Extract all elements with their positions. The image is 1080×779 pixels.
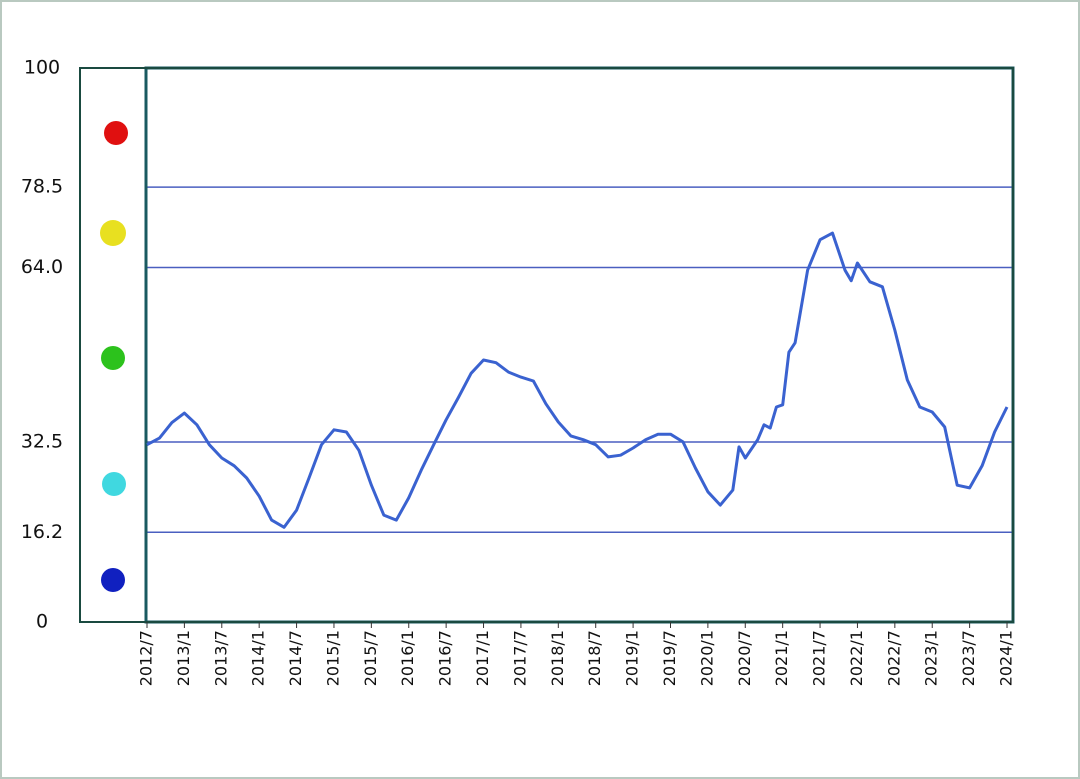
- x-tick-label: 2021/7: [810, 630, 829, 686]
- x-tick-label: 2020/7: [735, 630, 754, 686]
- outer-frame: [79, 67, 1014, 623]
- y-tick-label: 16.2: [21, 521, 63, 543]
- y-tick-label: 78.5: [21, 176, 63, 198]
- x-tick-label: 2023/1: [922, 630, 941, 686]
- x-tick-label: 2017/1: [473, 630, 492, 686]
- green-dot: [101, 346, 125, 370]
- cyan-dot: [102, 472, 126, 496]
- x-tick-label: 2022/1: [847, 630, 866, 686]
- zone-dots: [100, 121, 128, 592]
- red-dot: [104, 121, 128, 145]
- y-tick-label: 64.0: [21, 256, 63, 278]
- yellow-dot: [100, 220, 126, 246]
- x-tick-label: 2019/1: [623, 630, 642, 686]
- x-tick-label: 2013/1: [174, 630, 193, 686]
- x-tick-label: 2013/7: [211, 630, 230, 686]
- y-tick-label: 32.5: [21, 430, 63, 452]
- x-tick-label: 2015/1: [323, 630, 342, 686]
- series-line: [146, 231, 1009, 529]
- x-tick-label: 2023/7: [959, 630, 978, 686]
- x-tick-label: 2016/1: [398, 630, 417, 686]
- x-tick-label: 2018/7: [585, 630, 604, 686]
- x-tick-label: 2012/7: [137, 630, 156, 686]
- x-tick-label: 2022/7: [884, 630, 903, 686]
- x-tick-label: 2024/1: [997, 630, 1016, 686]
- x-tick-label: 2021/1: [772, 630, 791, 686]
- y-tick-label: 100: [24, 57, 60, 79]
- plot-frame: [144, 66, 1015, 624]
- y-tick-label: 0: [36, 611, 48, 633]
- x-tick-label: 2017/7: [510, 630, 529, 686]
- x-tick-label: 2015/7: [361, 630, 380, 686]
- x-tick-label: 2019/7: [660, 630, 679, 686]
- x-tick-label: 2016/7: [436, 630, 455, 686]
- blue-dot: [101, 568, 125, 592]
- x-tick-label: 2020/1: [697, 630, 716, 686]
- x-tick-label: 2014/1: [249, 630, 268, 686]
- x-tick-label: 2018/1: [548, 630, 567, 686]
- x-tick-label: 2014/7: [286, 630, 305, 686]
